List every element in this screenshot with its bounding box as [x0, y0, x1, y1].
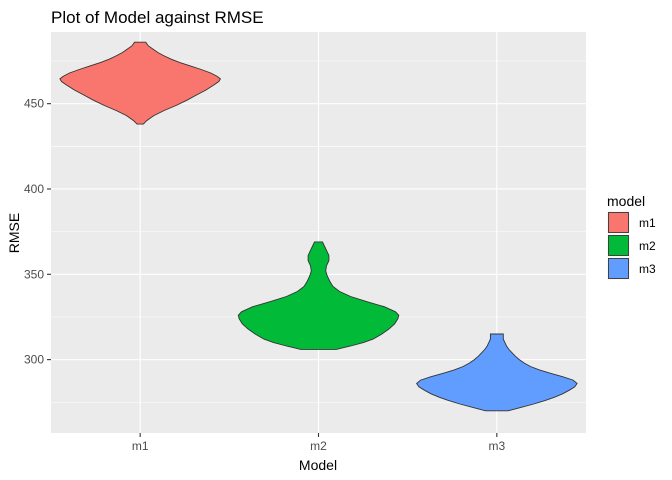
- legend-title: model: [607, 193, 645, 209]
- y-axis-title: RMSE: [6, 213, 22, 253]
- x-axis: m1 m2 m3: [132, 433, 505, 453]
- violins: [59, 41, 578, 412]
- violin-m3: [415, 333, 578, 412]
- legend-swatch-m2: [608, 235, 629, 256]
- x-tick-label: m3: [488, 439, 505, 453]
- legend-swatch-m1: [608, 212, 629, 233]
- legend: model m1 m2 m3: [607, 193, 656, 280]
- violin-m2: [237, 241, 400, 350]
- y-axis: 300 350 400 450: [24, 97, 51, 367]
- x-tick-label: m1: [132, 439, 149, 453]
- legend-label-m1: m1: [639, 216, 656, 230]
- y-tick-label: 350: [24, 267, 44, 281]
- y-tick-label: 300: [24, 353, 44, 367]
- legend-swatch-m3: [608, 258, 629, 279]
- y-tick-label: 400: [24, 182, 44, 196]
- x-axis-title: Model: [299, 457, 337, 473]
- x-tick-label: m2: [310, 439, 327, 453]
- legend-label-m3: m3: [639, 262, 656, 276]
- y-tick-label: 450: [24, 97, 44, 111]
- violin-m1: [59, 41, 221, 125]
- legend-label-m2: m2: [639, 239, 656, 253]
- chart-title: Plot of Model against RMSE: [51, 8, 264, 27]
